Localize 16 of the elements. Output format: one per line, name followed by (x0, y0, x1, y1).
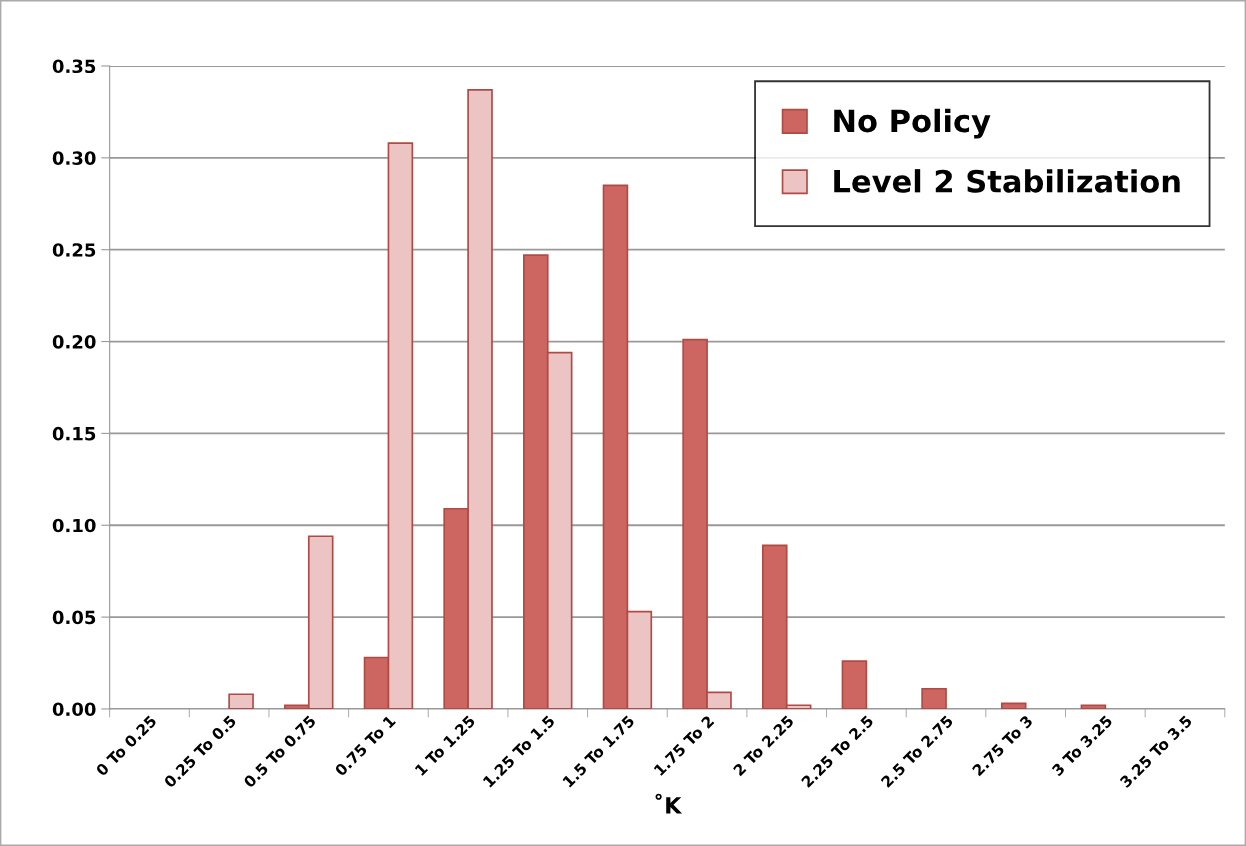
legend-label: No Policy (834, 108, 991, 139)
y-tick-label: 0.30 (52, 151, 96, 165)
y-tick-label: 0.05 (52, 610, 96, 625)
bar (1000, 702, 1027, 709)
legend-label: Level 2 Stabilization (834, 169, 1180, 193)
bar (841, 660, 868, 709)
y-tick-label: 0.10 (52, 518, 96, 533)
y-tick-label: 0.15 (52, 426, 96, 441)
bar (228, 693, 254, 709)
y-tick-label: 0.20 (52, 335, 96, 349)
y-tick-label: 0.35 (52, 59, 96, 74)
x-axis-title: ˚K (655, 793, 683, 814)
bar (921, 687, 947, 709)
y-tick-label: 0.00 (52, 702, 96, 717)
y-tick-label: 0.25 (52, 243, 96, 257)
bar (1080, 704, 1107, 709)
